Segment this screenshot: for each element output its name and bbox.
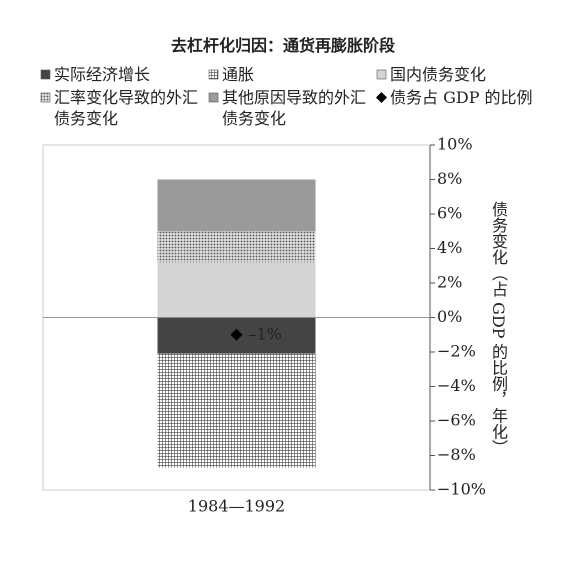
bar-segment — [157, 262, 316, 318]
bar-segment — [157, 353, 316, 468]
bar-segment — [157, 179, 316, 232]
legend-item: 实际经济增长 — [40, 64, 208, 85]
legend-marker — [376, 69, 387, 80]
y-axis-title: 债务变化（占 GDP 的比例，年化） — [489, 200, 508, 456]
legend-marker — [40, 69, 51, 80]
legend-label: 国内债务变化 — [390, 65, 487, 84]
legend-item: 其他原因导致的外汇债务变化 — [208, 87, 376, 129]
legend-item: 国内债务变化 — [376, 64, 546, 85]
y-tick-label: 0% — [437, 307, 462, 326]
point-marker — [230, 328, 243, 341]
x-tick-label: 1984—1992 — [188, 497, 285, 516]
legend-marker — [40, 92, 51, 103]
data-label: –1% — [249, 324, 282, 343]
legend-marker — [208, 92, 219, 103]
legend-label: 债务占 GDP 的比例 — [390, 88, 533, 107]
legend-swatch — [208, 92, 219, 103]
legend-item: 债务占 GDP 的比例 — [376, 87, 546, 129]
y-tick-label: 8% — [437, 169, 462, 188]
y-tick-label: −8% — [437, 445, 476, 464]
legend-marker — [208, 69, 219, 80]
legend-swatch — [40, 69, 51, 80]
legend-item: 汇率变化导致的外汇债务变化 — [40, 87, 208, 129]
legend-label: 其他原因导致的外汇债务变化 — [222, 88, 367, 128]
legend-label: 通胀 — [222, 65, 255, 84]
legend-item: 通胀 — [208, 64, 376, 85]
y-tick-label: 10% — [437, 135, 473, 154]
y-tick-label: −2% — [437, 342, 476, 361]
legend-swatch — [208, 69, 219, 80]
legend-label: 实际经济增长 — [54, 65, 151, 84]
legend-marker — [376, 92, 387, 103]
bar-segment — [157, 231, 316, 263]
legend-swatch — [376, 92, 387, 103]
y-tick-label: −6% — [437, 411, 476, 430]
y-tick-label: 2% — [437, 273, 462, 292]
chart-title: 去杠杆化归因：通货再膨胀阶段 — [170, 36, 395, 55]
legend: 实际经济增长 通胀 国内债务变化汇率变化导致的外汇债务变化 其他原因导致的外汇债务变化… — [40, 64, 546, 129]
y-tick-label: −4% — [437, 376, 476, 395]
y-tick-label: 4% — [437, 238, 462, 257]
legend-swatch — [40, 92, 51, 103]
y-tick-label: −10% — [437, 480, 486, 499]
legend-swatch — [376, 69, 387, 80]
legend-label: 汇率变化导致的外汇债务变化 — [54, 88, 199, 128]
y-tick-label: 6% — [437, 204, 462, 223]
